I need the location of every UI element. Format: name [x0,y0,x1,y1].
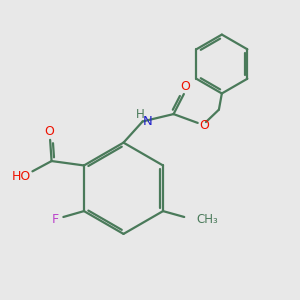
Text: HO: HO [12,170,31,183]
Text: H: H [136,109,145,122]
Text: CH₃: CH₃ [196,213,218,226]
Text: F: F [52,213,59,226]
Text: O: O [180,80,190,93]
Text: O: O [45,125,55,138]
Text: N: N [143,115,153,128]
Text: O: O [200,119,209,132]
